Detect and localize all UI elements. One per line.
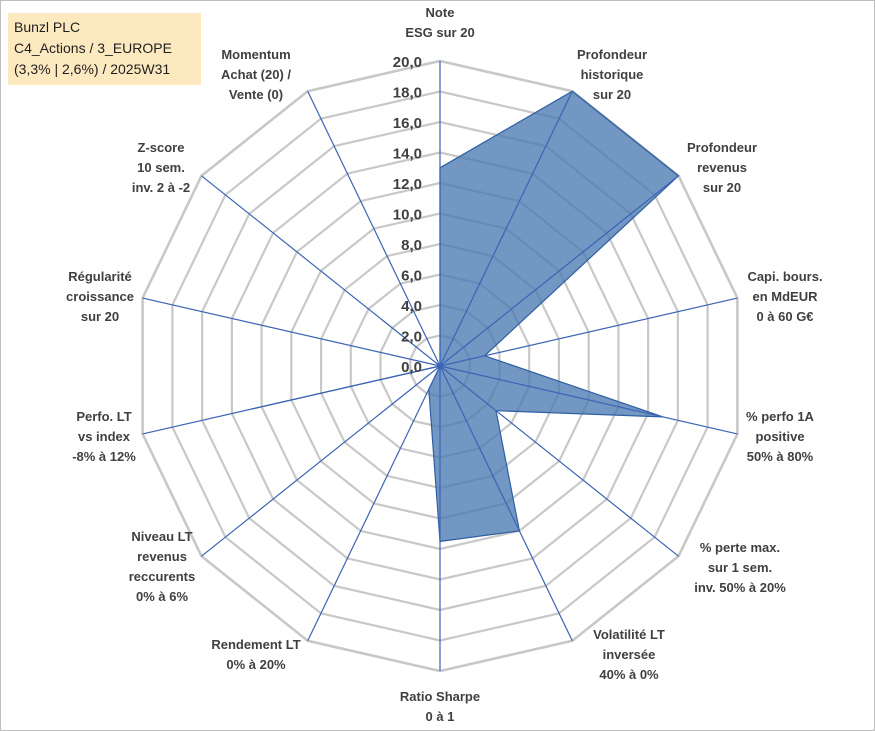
axis-label: Z-score 10 sem. inv. 2 à -2 xyxy=(132,140,190,195)
axis-spoke xyxy=(439,365,679,557)
radar-spokes xyxy=(142,61,738,671)
portfolio-label: C4_Actions / 3_EUROPE xyxy=(14,40,172,56)
tick-label: 8,0 xyxy=(401,237,422,254)
axis-spoke xyxy=(142,297,441,367)
axis-label: % perte max. sur 1 sem. inv. 50% à 20% xyxy=(694,540,786,595)
tick-label: 6,0 xyxy=(401,268,422,285)
axis-label: Profondeur revenus sur 20 xyxy=(687,140,757,195)
axis-label: Volatilité LT inversée 40% à 0% xyxy=(593,627,665,682)
axis-spoke xyxy=(201,365,441,557)
axis-label: % perfo 1A positive 50% à 80% xyxy=(746,409,815,464)
axis-spoke xyxy=(142,365,441,435)
axis-label: Capi. bours. en MdEUR 0 à 60 G€ xyxy=(747,269,822,324)
tick-label: 18,0 xyxy=(393,85,422,102)
tick-label: 4,0 xyxy=(401,298,422,315)
tick-label: 0,0 xyxy=(401,359,422,376)
axis-spoke xyxy=(439,90,573,367)
axis-spoke xyxy=(201,175,441,367)
tick-label: 16,0 xyxy=(393,115,422,132)
radar-tick-labels: 0,0 2,0 4,0 6,0 8,0 10,0 12,0 14,0 16,0 18,0 20,0 xyxy=(393,54,422,376)
tick-label: 10,0 xyxy=(393,207,422,224)
chart-title-box: Bunzl PLC C4_Actions / 3_EUROPE (3,3% | … xyxy=(8,13,201,85)
tick-label: 2,0 xyxy=(401,329,422,346)
period-label: (3,3% | 2,6%) / 2025W31 xyxy=(14,61,171,77)
axis-label: Perfo. LT vs index -8% à 12% xyxy=(72,409,136,464)
radar-axis-labels: Note ESG sur 20 Profondeur historique sur 20… xyxy=(66,5,823,724)
axis-label: Niveau LT revenus reccurents 0% à 6% xyxy=(129,529,195,604)
axis-label: Régularité croissance sur 20 xyxy=(66,269,134,324)
company-name: Bunzl PLC xyxy=(14,19,81,35)
tick-label: 12,0 xyxy=(393,176,422,193)
axis-label: Rendement LT 0% à 20% xyxy=(211,637,300,672)
axis-label: Momentum Achat (20) / Vente (0) xyxy=(221,47,291,102)
axis-spoke xyxy=(439,175,679,367)
axis-spoke xyxy=(307,90,441,367)
axis-label: Note ESG sur 20 xyxy=(405,5,474,40)
axis-label: Profondeur historique sur 20 xyxy=(577,47,647,102)
axis-spoke xyxy=(439,297,738,367)
tick-label: 14,0 xyxy=(393,146,422,163)
axis-spoke xyxy=(439,365,738,435)
axis-label: Ratio Sharpe 0 à 1 xyxy=(400,689,480,724)
axis-spoke xyxy=(307,365,441,642)
axis-spoke xyxy=(439,365,573,642)
tick-label: 20,0 xyxy=(393,54,422,71)
